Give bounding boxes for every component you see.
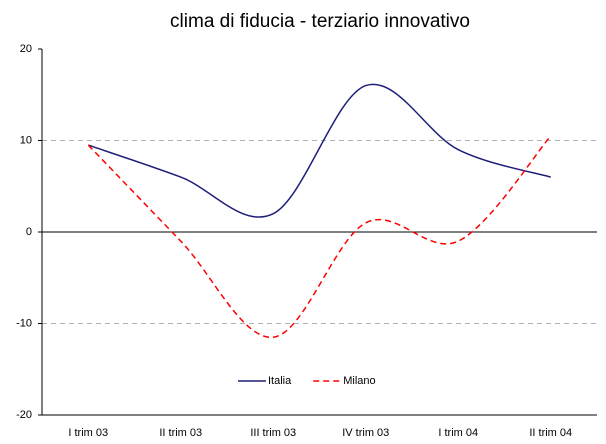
y-tick-label: 10	[20, 134, 32, 146]
y-tick-label: -10	[16, 317, 32, 329]
x-tick-label: II trim 03	[159, 427, 202, 439]
x-tick-label: IV trim 03	[342, 427, 389, 439]
x-tick-label: II trim 04	[529, 427, 572, 439]
y-tick-label: -20	[16, 409, 32, 421]
series-line	[87, 135, 552, 338]
legend-label: Milano	[343, 375, 375, 387]
chart-title: clima di fiducia - terziario innovativo	[170, 11, 470, 32]
legend-label: Italia	[268, 375, 292, 387]
x-tick-label: III trim 03	[250, 427, 296, 439]
x-tick-label: I trim 04	[438, 427, 478, 439]
series-line	[88, 83, 551, 218]
x-tick-label: I trim 03	[68, 427, 108, 439]
y-tick-label: 20	[20, 43, 32, 55]
y-tick-label: 0	[26, 226, 32, 238]
